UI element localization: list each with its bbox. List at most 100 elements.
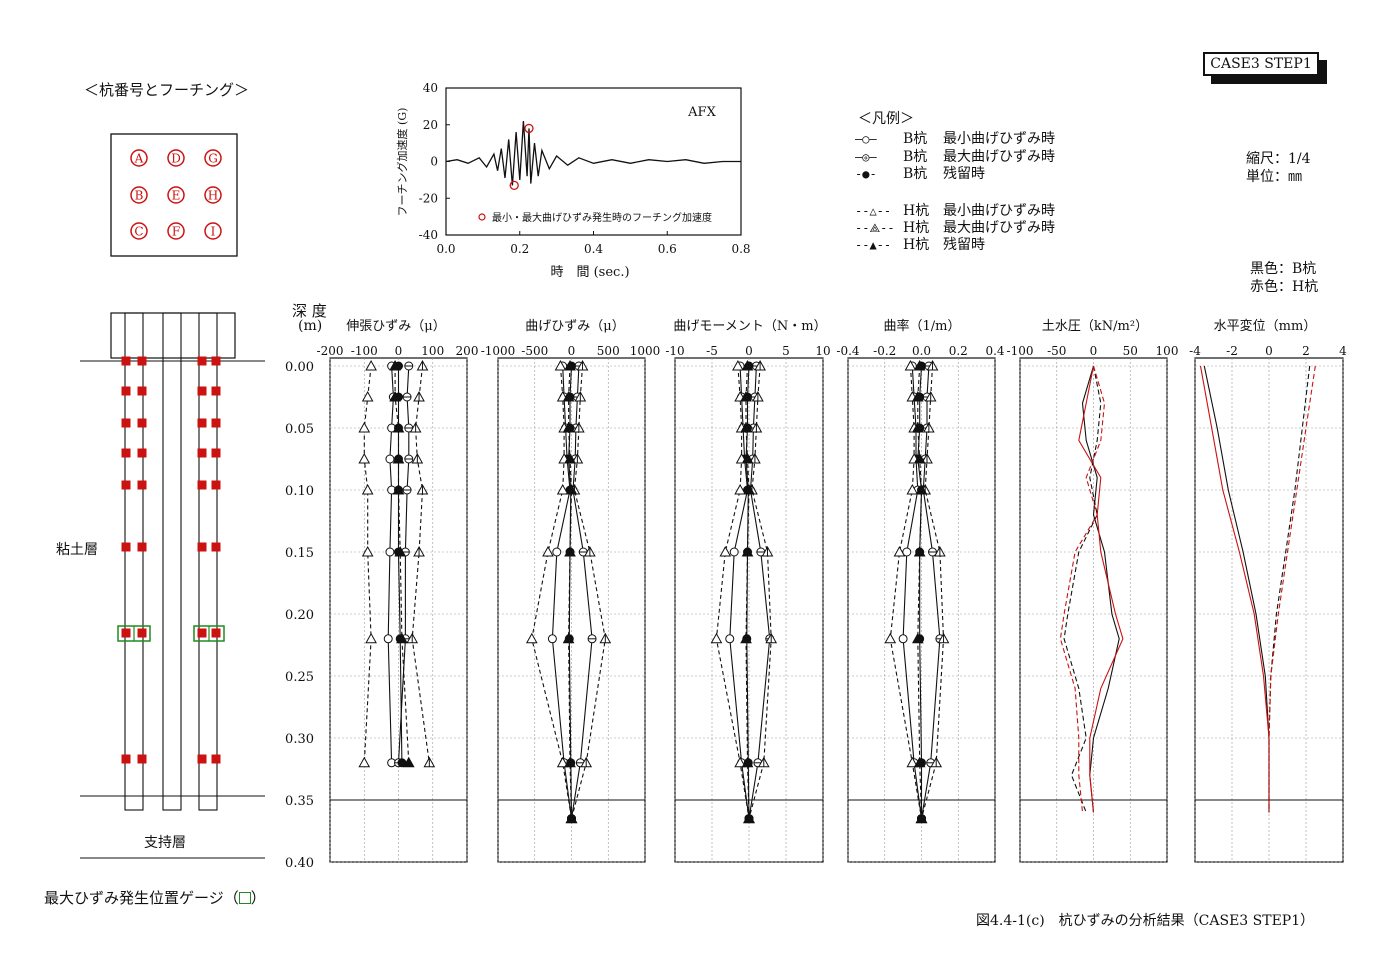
legend-item: -●- B杭 残留時 [855, 163, 985, 183]
profile-series-line [748, 365, 771, 819]
legend-pile: B杭 [903, 166, 928, 182]
accel-x-tick: 0.6 [658, 242, 677, 256]
max-gauge-note-text: 最大ひずみ発生位置ゲージ（ [44, 889, 239, 907]
depth-tick: 0.05 [285, 422, 314, 437]
legend-symbol: —○— [855, 132, 877, 146]
strain-gauge [137, 754, 147, 764]
unit-label: 単位：㎜ [1246, 169, 1302, 185]
profile-series-line [387, 365, 394, 763]
profile-point [358, 421, 371, 433]
profile-point [394, 545, 407, 557]
profile-point [740, 421, 752, 433]
strain-gauge [121, 542, 131, 552]
strain-gauge [137, 542, 147, 552]
pile-marker [130, 149, 148, 167]
profile-title: 曲げひずみ（μ） [525, 319, 624, 334]
profile-point [556, 756, 569, 768]
pile-label-h: H [208, 189, 218, 203]
legend-desc: 残留時 [943, 166, 985, 182]
depth-tick: 0.35 [285, 794, 314, 809]
legend-symbol: --⟁-- [855, 221, 895, 235]
accel-annotation-marker [478, 213, 486, 221]
profile-series-line [1078, 365, 1124, 813]
legend-symbol: -●- [855, 167, 877, 181]
profile-point [732, 359, 744, 371]
profile-series-line [1199, 365, 1270, 813]
strain-gauge [121, 418, 131, 428]
pile-label-i: I [211, 225, 216, 239]
profile-point [743, 483, 755, 495]
profile-x-tick: -0.4 [836, 344, 860, 358]
profile-point [729, 547, 739, 557]
profile-x-tick: 1000 [630, 344, 661, 358]
legend-desc: 最小曲げひずみ時 [943, 131, 1055, 147]
pile-label-a: A [134, 152, 144, 166]
profile-point [915, 812, 928, 824]
strain-gauge [137, 628, 147, 638]
profile-point [562, 421, 575, 433]
profile-x-tick: 10 [815, 344, 830, 358]
accel-annotation: 最小・最大曲げひずみ発生時のフーチング加速度 [492, 211, 712, 224]
profile-x-tick: -100 [351, 344, 378, 358]
profile-point [361, 390, 374, 402]
profile-x-tick: -1000 [481, 344, 516, 358]
pile-marker [130, 186, 148, 204]
profile-point [898, 634, 908, 644]
profile-x-tick: 0.4 [985, 344, 1004, 358]
depth-tick: 0.10 [285, 484, 314, 499]
legend-desc: 最大曲げひずみ時 [943, 220, 1055, 236]
profile-point [396, 632, 408, 644]
profile-x-tick: -4 [1189, 344, 1201, 358]
color-red-label: 赤色：H杭 [1250, 279, 1319, 295]
figure-caption: 図4.4-1(c) 杭ひずみの分析結果（CASE3 STEP1） [976, 913, 1315, 929]
profile-point [725, 634, 735, 644]
profile-title: 土水圧（kN/m²） [1042, 319, 1148, 334]
pile-label-d: D [171, 152, 181, 166]
strain-gauge [121, 628, 131, 638]
profile-point [389, 359, 401, 371]
strain-gauge [121, 386, 131, 396]
profile-point [740, 390, 752, 402]
clay-layer-label: 粘土層 [56, 542, 98, 558]
depth-tick: 0.00 [285, 360, 314, 375]
strain-gauge [121, 754, 131, 764]
profile-point [389, 390, 401, 402]
legend-pile: B杭 [903, 149, 928, 165]
strain-gauge [211, 754, 221, 764]
profile-series-line [889, 365, 923, 819]
profile-x-tick: 0 [568, 344, 576, 358]
profile-x-tick: -0.2 [873, 344, 896, 358]
accel-x-tick: 0.8 [731, 242, 750, 256]
strain-gauge [197, 542, 207, 552]
pile-marker [130, 222, 148, 240]
strain-gauge [197, 480, 207, 490]
accel-series-line [445, 121, 741, 186]
profile-point [719, 545, 732, 557]
legend-pile: B杭 [903, 131, 928, 147]
strain-gauge [197, 418, 207, 428]
profile-x-tick: -100 [1007, 344, 1034, 358]
profile-series-line [1268, 365, 1311, 813]
strain-gauge [211, 356, 221, 366]
profile-x-tick: 0 [1090, 344, 1098, 358]
legend-pile: H杭 [903, 237, 930, 253]
strain-gauge [211, 448, 221, 458]
profile-point [913, 756, 926, 768]
accel-title: AFX [687, 105, 716, 120]
profile-series-line [715, 365, 750, 819]
bearing-layer-label: 支持層 [144, 835, 186, 851]
profile-point [392, 452, 405, 464]
profile-series-line [729, 365, 750, 819]
strain-gauge [121, 356, 131, 366]
profile-point [904, 359, 917, 371]
profile-point [710, 632, 723, 644]
legend-desc: 最小曲げひずみ時 [943, 203, 1055, 219]
profile-point [893, 545, 906, 557]
accel-y-label: フーチング加速度 (G) [395, 108, 409, 217]
depth-tick: 0.30 [285, 732, 314, 747]
legend-pile: H杭 [903, 220, 930, 236]
strain-gauge [197, 356, 207, 366]
profile-point [565, 812, 578, 824]
pile-shaft [198, 312, 218, 811]
